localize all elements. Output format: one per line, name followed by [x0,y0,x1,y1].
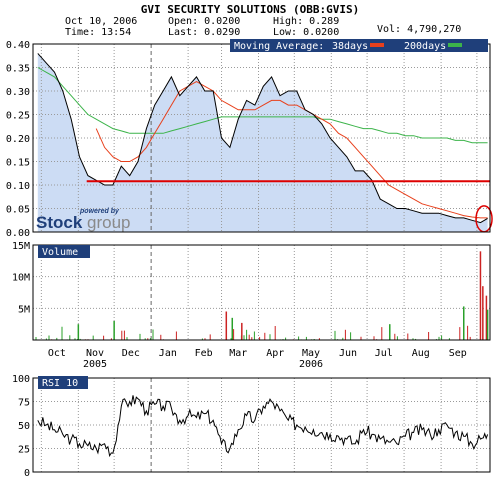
rsi-tick-label: 100 [12,374,30,385]
rsi-tick-label: 50 [18,421,30,432]
price-tick-label: 0.40 [6,40,30,51]
quote-last: Last: 0.0290 [168,27,240,38]
volume-panel: 15M 10M 5M [12,241,491,341]
ma200-line [37,67,488,144]
rsi-tick-label: 75 [18,398,30,409]
quote-volume: Vol: 4,790,270 [377,24,461,35]
x-tick-label: Feb [195,348,213,359]
price-tick-label: 0.05 [6,205,30,216]
quote-date: Oct 10, 2006 [65,16,137,27]
rsi-tick-label: 0 [24,468,30,479]
x-axis: Oct Nov Dec Jan Feb Mar Apr May Jun Jul Aug Sep 2005… [48,348,467,370]
year-label-2005: 2005 [83,359,107,370]
volume-tick-label: 5M [18,304,30,315]
x-tick-label: Apr [266,348,284,359]
x-tick-label: Oct [48,348,66,359]
price-tick-label: 0.15 [6,158,30,169]
volume-plot-area [32,244,491,341]
price-tick-label: 0.20 [6,134,30,145]
ma38-legend-label: 38days [332,41,368,52]
x-tick-label: Mar [229,348,247,359]
watermark-tagline: powered by [79,208,120,215]
quote-time: Time: 13:54 [65,27,131,38]
quote-high: High: 0.289 [273,16,339,27]
quote-open: Open: 0.0200 [168,16,240,27]
ma38-line [95,81,488,219]
x-tick-label: May [302,348,320,359]
rsi-frame [32,377,491,473]
x-tick-label: Aug [412,348,430,359]
year-label-2006: 2006 [299,359,323,370]
volume-panel-header: Volume [38,245,90,258]
ma-legend: Moving Average: 38days 200days [230,39,488,52]
watermark-brand-group: group [87,213,130,232]
price-tick-label: 0.35 [6,64,30,75]
stockgroup-watermark: powered by Stock group [36,208,130,232]
rsi-panel-header: RSI 10 [38,376,88,389]
price-panel: 0.00 0.05 0.10 0.15 0.20 0.25 0.30 0.35 0.40 [6,40,493,239]
price-line [37,53,488,224]
x-tick-label: Nov [86,348,104,359]
rsi-panel-title: RSI 10 [42,378,78,389]
volume-frame [32,244,491,341]
quote-low: Low: 0.0200 [273,27,339,38]
volume-tick-label: 10M [12,273,30,284]
x-tick-label: Sep [449,348,467,359]
rsi-line [37,395,489,458]
x-tick-label: Dec [122,348,140,359]
ma200-legend-label: 200days [404,41,446,52]
x-tick-label: Jun [339,348,357,359]
rsi-panel: 100 75 50 25 0 [12,374,491,479]
price-tick-label: 0.10 [6,181,30,192]
price-tick-label: 0.25 [6,111,30,122]
price-tick-label: 0.00 [6,228,30,239]
volume-panel-title: Volume [42,247,78,258]
rsi-tick-label: 25 [18,445,30,456]
ma38-legend-swatch [370,43,384,47]
ma200-legend-swatch [448,43,462,47]
watermark-brand-stock: Stock [36,213,83,232]
price-area [37,53,488,233]
ma-legend-label: Moving Average: [234,41,324,52]
x-tick-label: Jan [159,348,177,359]
volume-tick-label: 15M [12,241,30,252]
chart-title: GVI SECURITY SOLUTIONS (OBB:GVIS) [141,3,360,16]
x-tick-label: Jul [375,348,393,359]
price-tick-label: 0.30 [6,87,30,98]
